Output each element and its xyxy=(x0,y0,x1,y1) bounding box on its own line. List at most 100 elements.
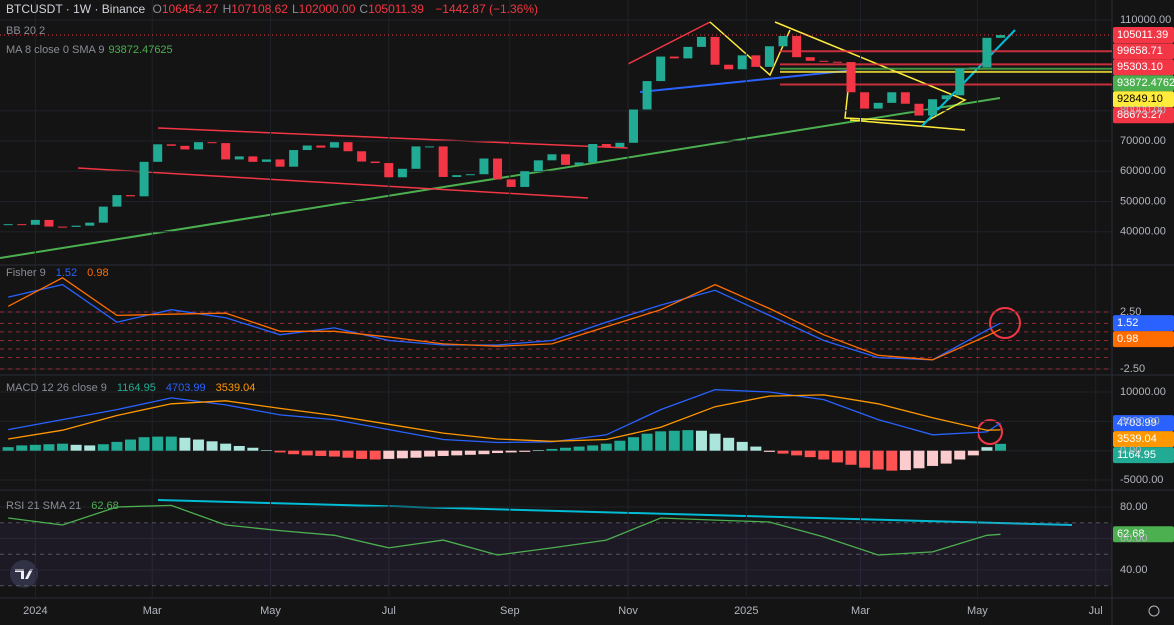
y-tick-label: 10000.00 xyxy=(1120,386,1166,398)
histogram-bar xyxy=(220,443,232,451)
histogram-bar xyxy=(560,447,572,451)
histogram-bar xyxy=(995,443,1007,451)
histogram-bar xyxy=(927,450,939,466)
y-tick-label: 5000.00 xyxy=(1120,415,1160,427)
channel-line xyxy=(157,127,629,149)
histogram-bar xyxy=(301,450,313,456)
histogram-bar xyxy=(43,444,55,451)
candle-body xyxy=(126,195,136,197)
histogram-bar xyxy=(478,450,490,455)
candle-body xyxy=(751,55,761,67)
ohlc-value: 107108.62 xyxy=(231,2,288,16)
candle-body xyxy=(928,99,938,116)
histogram-bar xyxy=(288,450,300,455)
indicator-line xyxy=(8,394,1001,442)
candle-body xyxy=(601,143,611,148)
candle-body xyxy=(900,92,910,104)
ohlc-key: O xyxy=(152,2,162,16)
candle-body xyxy=(302,145,312,151)
histogram-bar xyxy=(763,450,775,452)
histogram-bar xyxy=(777,450,789,454)
candle-body xyxy=(98,206,108,223)
y-tick-label: -5000.00 xyxy=(1120,474,1163,486)
histogram-bar xyxy=(383,450,395,459)
histogram-bar xyxy=(328,450,340,457)
ma-label: MA 8 close 0 SMA 9 xyxy=(6,44,105,56)
candle-body xyxy=(724,64,734,70)
histogram-bar xyxy=(655,431,667,451)
histogram-bar xyxy=(233,445,245,451)
histogram-bar xyxy=(627,437,639,451)
histogram-bar xyxy=(192,439,204,451)
histogram-bar xyxy=(451,450,463,456)
price-badge-label: 1.52 xyxy=(1117,317,1138,329)
ohlc-key: L xyxy=(291,2,299,16)
symbol: BTCUSDT · 1W · Binance xyxy=(6,2,146,16)
histogram-bar xyxy=(97,444,109,451)
y-tick-label: 60.00 xyxy=(1120,532,1148,544)
histogram-bar xyxy=(845,450,857,465)
x-tick-label: May xyxy=(967,605,988,617)
candle-body xyxy=(370,161,380,164)
trend-line xyxy=(639,69,856,93)
legend-value: 1.52 xyxy=(55,267,78,279)
settings-icon[interactable] xyxy=(1148,605,1160,617)
candle-body xyxy=(275,159,285,167)
indicator-line xyxy=(8,504,1001,556)
histogram-bar xyxy=(668,430,680,451)
histogram-bar xyxy=(981,447,993,451)
histogram-bar xyxy=(396,450,408,459)
candle-body xyxy=(561,154,571,165)
histogram-bar xyxy=(315,450,327,456)
legend-value: 3539.04 xyxy=(215,382,256,394)
candle-body xyxy=(996,35,1006,38)
histogram-bar xyxy=(600,443,612,451)
histogram-bar xyxy=(2,447,14,451)
candle-body xyxy=(887,92,897,103)
candle-body xyxy=(248,156,258,162)
x-tick-label: 2025 xyxy=(734,605,758,617)
histogram-bar xyxy=(791,450,803,456)
candle-body xyxy=(58,226,68,228)
logo xyxy=(10,560,38,588)
candle-body xyxy=(941,95,951,100)
candle-body xyxy=(17,224,27,226)
y-tick-label: 60000.00 xyxy=(1120,165,1166,177)
candle-body xyxy=(832,61,842,63)
candle-body xyxy=(764,46,774,67)
trend-line xyxy=(921,29,1016,127)
candle-body xyxy=(683,46,693,59)
histogram-bar xyxy=(424,450,436,457)
candle-body xyxy=(234,156,244,160)
price-badge-label: 95303.10 xyxy=(1117,61,1163,73)
candle-body xyxy=(656,56,666,82)
indicator-title: RSI 21 SMA 21 xyxy=(6,500,82,512)
candle-body xyxy=(506,179,516,187)
histogram-bar xyxy=(410,450,422,458)
histogram-bar xyxy=(464,450,476,455)
histogram-bar xyxy=(614,440,626,451)
histogram-bar xyxy=(247,447,259,451)
gear[interactable] xyxy=(1148,605,1160,617)
price-badge-label: 1164.95 xyxy=(1117,449,1156,461)
price-badge xyxy=(1113,447,1174,464)
candle-body xyxy=(425,146,435,148)
ohlc-value: 106454.27 xyxy=(161,2,219,16)
candle-body xyxy=(3,224,13,226)
price-badge-label: 3539.04 xyxy=(1117,433,1157,445)
candle-body xyxy=(30,219,40,225)
y-tick-label: 110000.00 xyxy=(1120,14,1171,26)
candle-body xyxy=(737,55,747,70)
ohlc-value: 105011.39 xyxy=(368,2,424,16)
change: −1442.87 (−1.36%) xyxy=(435,2,539,16)
bb-label: BB 20 2 xyxy=(6,25,46,37)
symbol-row: BTCUSDT · 1W · Binance O106454.27 H107108… xyxy=(6,2,542,16)
macd-legend: MACD 12 26 close 9 1164.95 4703.99 3539.04 xyxy=(6,382,259,394)
legend-value: 4703.99 xyxy=(165,382,206,394)
candle-body xyxy=(384,163,394,178)
y-tick-label: 80.00 xyxy=(1120,501,1148,513)
histogram-bar xyxy=(940,450,952,464)
histogram-bar xyxy=(274,450,286,453)
candle-body xyxy=(411,146,421,169)
